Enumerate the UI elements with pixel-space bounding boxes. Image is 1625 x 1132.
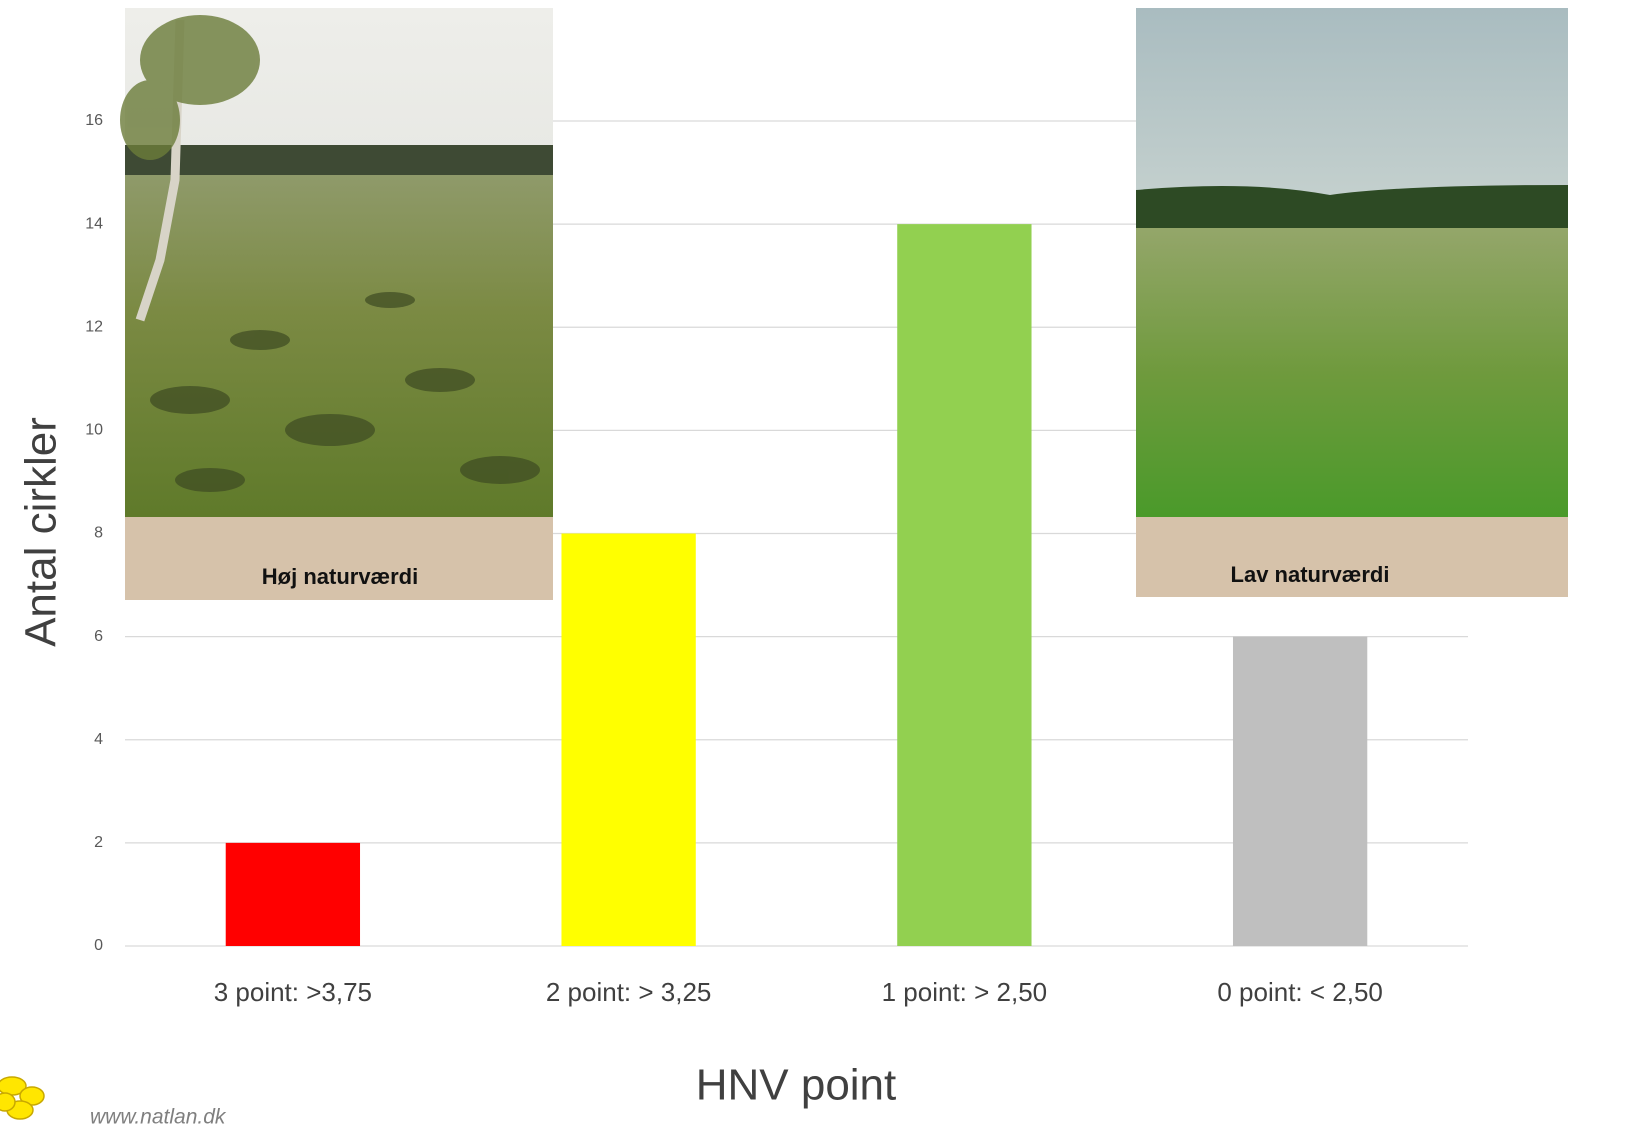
y-tick-label: 2 bbox=[94, 834, 103, 851]
y-axis-title: Antal cirkler bbox=[17, 417, 66, 647]
y-tick-label: 16 bbox=[85, 112, 103, 129]
bar bbox=[226, 843, 360, 946]
photo-low bbox=[1136, 8, 1568, 597]
y-tick-label: 4 bbox=[94, 731, 103, 748]
x-tick-label: 1 point: > 2,50 bbox=[882, 977, 1048, 1007]
y-tick-label: 12 bbox=[85, 318, 103, 335]
image-caption: Lav naturværdi bbox=[1231, 562, 1390, 587]
bar bbox=[1233, 637, 1367, 946]
y-tick-label: 0 bbox=[94, 937, 103, 954]
source: www.natlan.dk bbox=[90, 1106, 227, 1129]
x-tick-label: 0 point: < 2,50 bbox=[1217, 977, 1383, 1007]
chart: Høj naturværdi Lav naturværdi HNV point … bbox=[0, 0, 1625, 1132]
x-axis-title: HNV point bbox=[696, 1061, 897, 1110]
bar bbox=[561, 534, 695, 947]
x-tick-label: 2 point: > 3,25 bbox=[546, 977, 712, 1007]
logo bbox=[0, 1077, 44, 1119]
bar bbox=[897, 224, 1031, 946]
x-tick-label: 3 point: >3,75 bbox=[214, 977, 372, 1007]
y-tick-label: 14 bbox=[85, 215, 103, 232]
y-tick-label: 8 bbox=[94, 525, 103, 542]
y-tick-label: 10 bbox=[85, 422, 103, 439]
y-tick-label: 6 bbox=[94, 628, 103, 645]
image-caption: Høj naturværdi bbox=[262, 564, 418, 589]
photo-high bbox=[120, 8, 553, 600]
